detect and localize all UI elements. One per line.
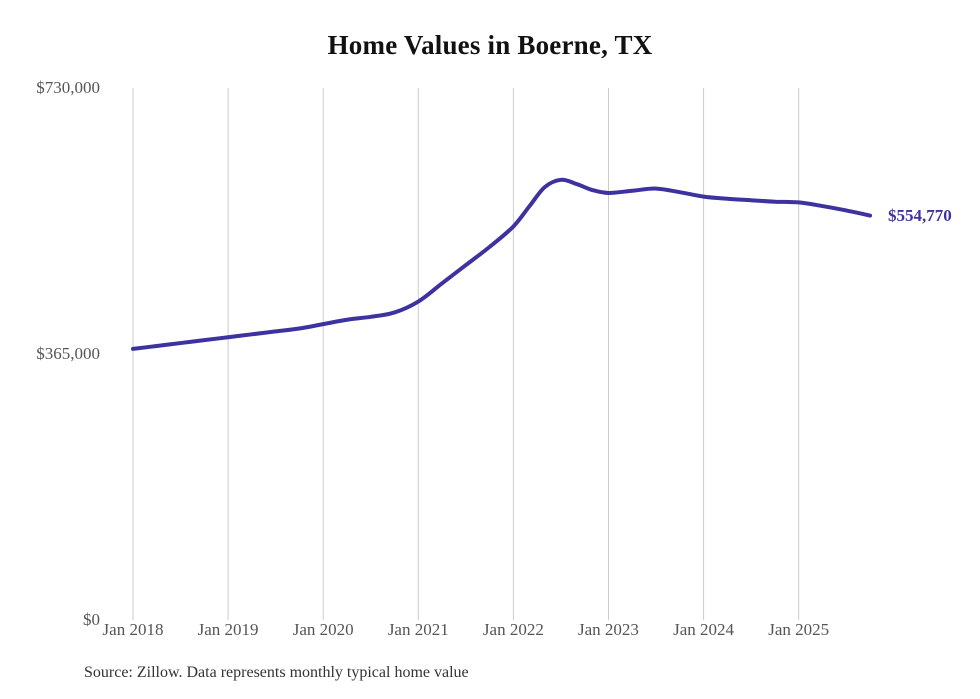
x-axis-tick-label: Jan 2023 [578, 620, 639, 639]
x-axis-tick-label: Jan 2019 [197, 620, 259, 639]
y-axis-tick-label: $730,000 [36, 78, 100, 97]
x-axis-tick-label: Jan 2018 [102, 620, 164, 639]
x-axis-tick-label: Jan 2025 [768, 620, 830, 639]
y-axis-tick-label: $365,000 [36, 344, 100, 363]
x-axis-tick-label: Jan 2021 [387, 620, 449, 639]
chart-title: Home Values in Boerne, TX [327, 30, 653, 60]
series-line [131, 177, 872, 351]
x-axis-tick-label: Jan 2022 [482, 620, 544, 639]
series-group [131, 177, 872, 351]
source-note: Source: Zillow. Data represents monthly … [84, 664, 469, 681]
x-axis-tick-label: Jan 2024 [673, 620, 735, 639]
y-axis-tick-label: $0 [83, 610, 100, 629]
x-axis-tick-label: Jan 2020 [292, 620, 354, 639]
gridlines-group [132, 88, 800, 620]
end-value-label: $554,770 [888, 205, 952, 225]
